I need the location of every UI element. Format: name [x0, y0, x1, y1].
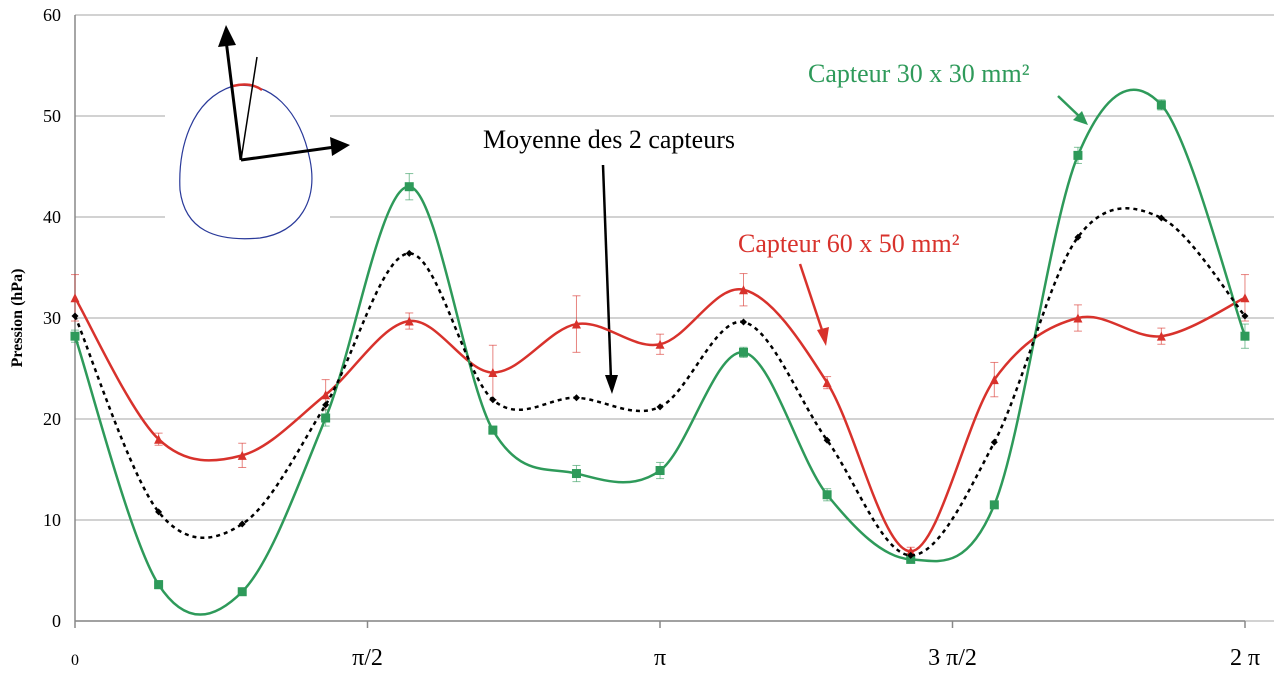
annotation-arrow: [800, 264, 823, 333]
y-tick-label: 20: [43, 409, 61, 429]
point: [1157, 100, 1166, 109]
y-tick-label: 40: [43, 207, 61, 227]
x-tick-label: 0: [71, 652, 79, 669]
annotations: Capteur 30 x 30 mm² Moyenne des 2 capteu…: [165, 25, 1120, 394]
point: [154, 580, 163, 589]
point: [990, 500, 999, 509]
point: [739, 348, 748, 357]
point: [488, 426, 497, 435]
arrowhead: [330, 137, 350, 156]
point: [1240, 293, 1249, 302]
point: [572, 469, 581, 478]
point: [405, 182, 414, 191]
y-tick-label: 0: [52, 611, 61, 631]
point: [406, 250, 413, 257]
y-tick-label: 30: [43, 308, 61, 328]
series-label: Capteur 30 x 30 mm²: [808, 59, 1030, 88]
x-tick-label: π: [654, 645, 666, 671]
x-tick-label: 2 π: [1230, 645, 1260, 671]
page: {"chart_data": { "type": "line", "ylabel…: [0, 0, 1274, 690]
point: [71, 293, 80, 302]
inset-background: [165, 60, 330, 250]
y-axis-label: Pression (hPa): [9, 269, 26, 368]
x-tick-label: 3 π/2: [928, 645, 977, 671]
point: [1240, 332, 1249, 341]
series-line: [75, 289, 1245, 551]
annotation-arrow: [603, 165, 611, 380]
arrowhead: [817, 327, 829, 346]
series-label: Capteur 60 x 50 mm²: [738, 229, 960, 258]
point: [71, 332, 80, 341]
point: [238, 587, 247, 596]
series-line: [75, 208, 1245, 555]
y-tick-label: 50: [43, 106, 61, 126]
point: [573, 394, 580, 401]
point: [740, 319, 747, 326]
series-label: Moyenne des 2 capteurs: [483, 125, 735, 154]
point: [489, 396, 496, 403]
x-tick-label: π/2: [352, 645, 383, 671]
arrowhead: [605, 375, 618, 394]
point: [321, 413, 330, 422]
point: [823, 490, 832, 499]
point: [1073, 151, 1082, 160]
y-tick-label: 60: [43, 5, 61, 25]
point: [656, 466, 665, 475]
y-tick-label: 10: [43, 510, 61, 530]
chart: Capteur 30 x 30 mm² Moyenne des 2 capteu…: [0, 0, 1274, 690]
annotation-arrow: [1058, 96, 1080, 117]
arrowhead: [218, 25, 236, 47]
